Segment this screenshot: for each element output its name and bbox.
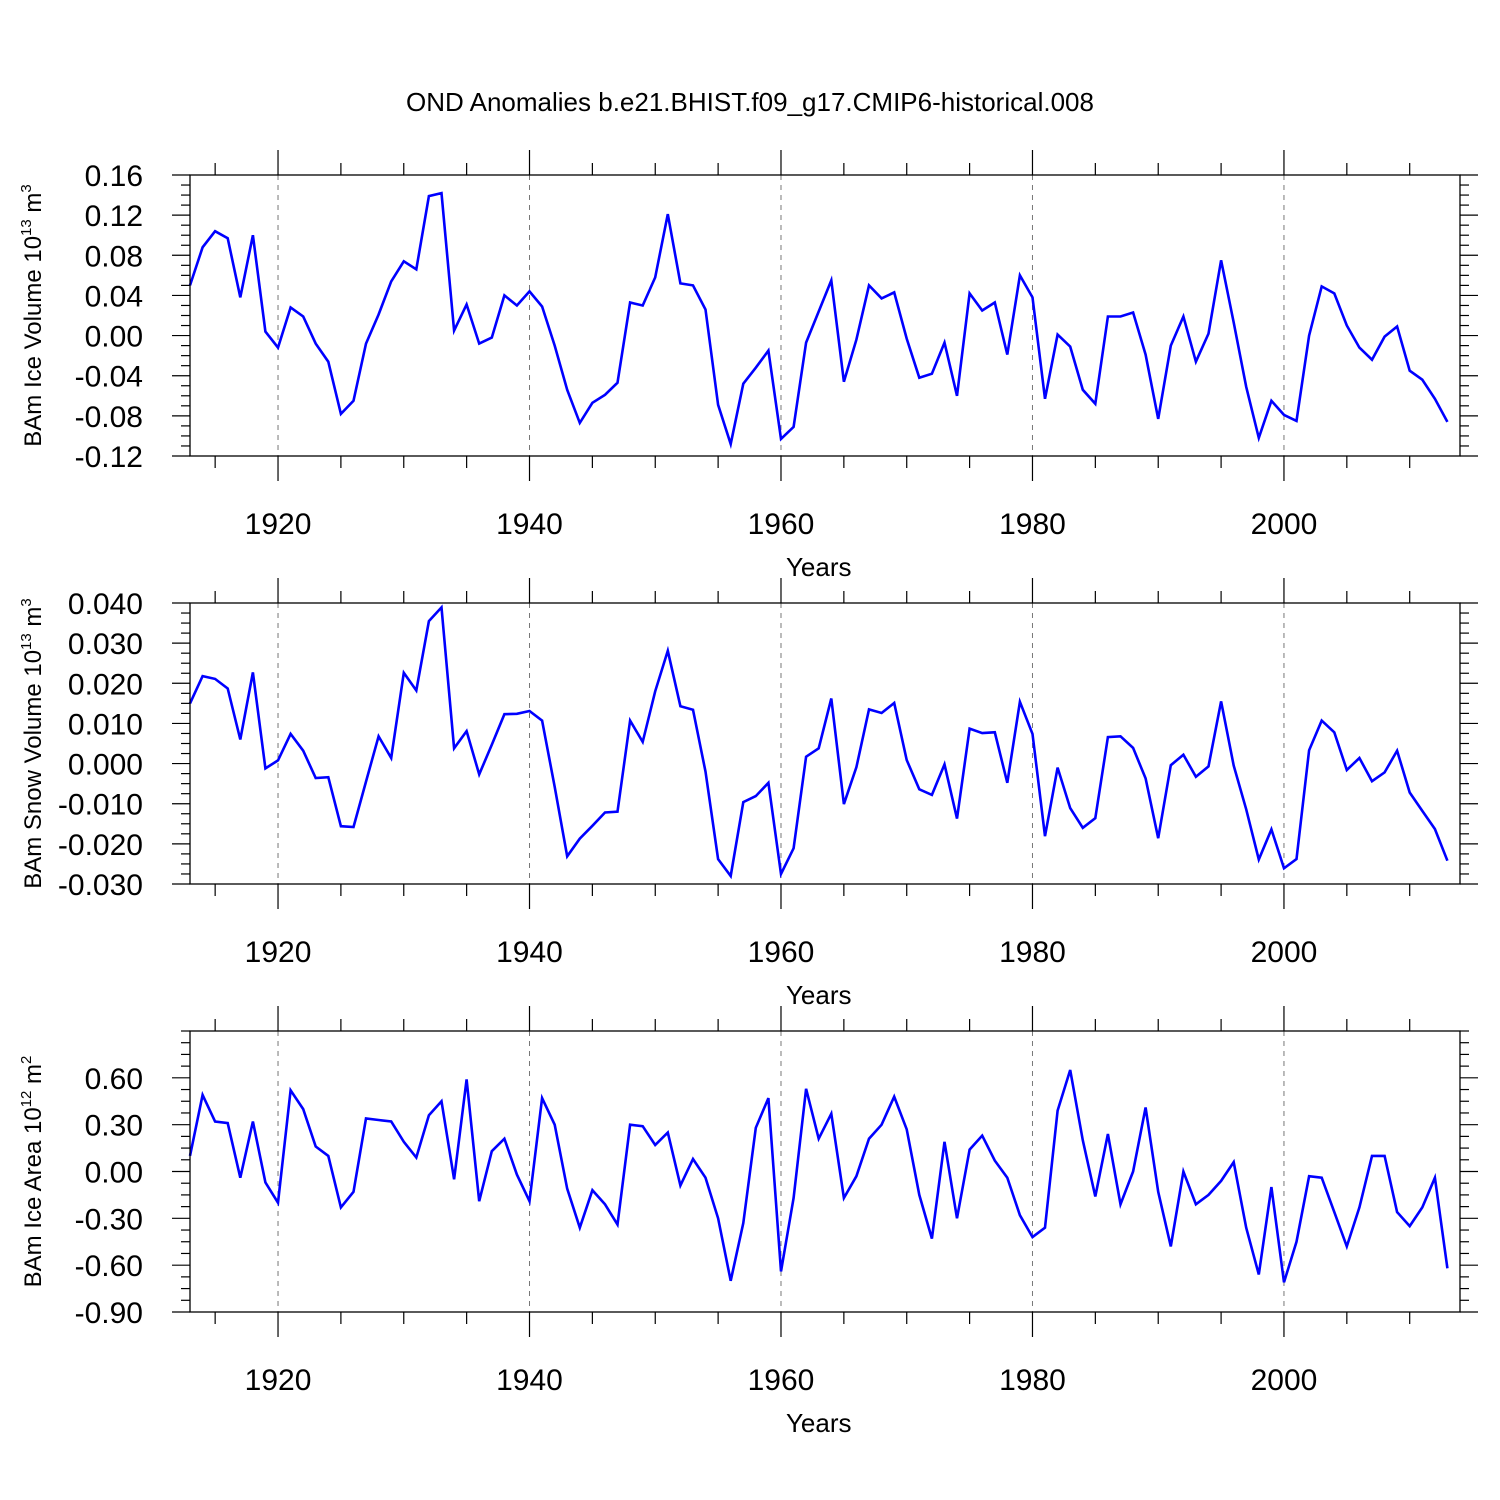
x-tick-label: 1960 (748, 936, 815, 969)
y-tick-label: 0.020 (68, 668, 143, 701)
x-tick-label: 1980 (999, 1364, 1066, 1397)
y-tick-label: -0.60 (75, 1250, 143, 1283)
y-tick-label: 0.030 (68, 628, 143, 661)
x-axis-label: Years (786, 552, 852, 582)
plot-frame (189, 174, 1461, 457)
panel-3: 0.60 0.30 0.00 -0.30 -0.60 -0.90 1920 1940 1960 1… (18, 1006, 1478, 1438)
y-tick-label: 0.00 (85, 1157, 143, 1190)
y-tick-label: -0.020 (58, 829, 143, 862)
x-tick-label: 1960 (748, 1364, 815, 1397)
x-tick-label: 2000 (1251, 936, 1318, 969)
plot-frame (189, 1030, 1461, 1313)
x-tick-label: 1920 (245, 936, 312, 969)
y-tick-label: 0.30 (85, 1110, 143, 1143)
x-axis-label: Years (786, 980, 852, 1010)
y-tick-label: 0.00 (85, 321, 143, 354)
y-tick-label: -0.90 (75, 1297, 143, 1330)
series-line (188, 604, 1449, 880)
panel-2: 0.040 0.030 0.020 0.010 0.000 -0.010 -0.020 -0.… (18, 578, 1478, 1010)
x-tick-label: 1920 (245, 508, 312, 541)
y-tick-label: 0.040 (68, 588, 143, 621)
y-tick-label: 0.16 (85, 160, 143, 193)
series-line (188, 191, 1449, 450)
y-tick-label: -0.010 (58, 789, 143, 822)
panels: 0.16 0.12 0.08 0.04 0.00 -0.04 -0.08 -0.12 1920 1… (18, 150, 1478, 1438)
x-tick-label: 1980 (999, 936, 1066, 969)
y-tick-label: 0.04 (85, 280, 143, 313)
chart-title: OND Anomalies b.e21.BHIST.f09_g17.CMIP6-… (406, 87, 1094, 117)
x-tick-label: 2000 (1251, 1364, 1318, 1397)
y-tick-label: 0.08 (85, 240, 143, 273)
y-axis-label: BAm Snow Volume 1013 m3 (18, 598, 47, 889)
x-tick-label: 1920 (245, 1364, 312, 1397)
y-tick-label: -0.12 (75, 441, 143, 474)
y-tick-label: -0.030 (58, 869, 143, 902)
series-line (188, 1069, 1449, 1283)
x-tick-label: 1960 (748, 508, 815, 541)
y-tick-label: -0.30 (75, 1203, 143, 1236)
x-tick-label: 2000 (1251, 508, 1318, 541)
y-tick-label: -0.04 (75, 361, 143, 394)
y-tick-label: 0.000 (68, 749, 143, 782)
y-tick-label: 0.12 (85, 200, 143, 233)
y-tick-label: -0.08 (75, 401, 143, 434)
x-tick-label: 1940 (496, 508, 563, 541)
y-tick-label: 0.010 (68, 708, 143, 741)
x-axis-label: Years (786, 1408, 852, 1438)
y-axis-label: BAm Ice Volume 1013 m3 (18, 184, 47, 446)
x-tick-label: 1980 (999, 508, 1066, 541)
plot-frame (189, 602, 1461, 885)
y-axis-label: BAm Ice Area 1012 m2 (18, 1056, 47, 1288)
x-tick-label: 1940 (496, 1364, 563, 1397)
panel-1: 0.16 0.12 0.08 0.04 0.00 -0.04 -0.08 -0.12 1920 1… (18, 150, 1478, 582)
x-tick-label: 1940 (496, 936, 563, 969)
y-tick-label: 0.60 (85, 1063, 143, 1096)
